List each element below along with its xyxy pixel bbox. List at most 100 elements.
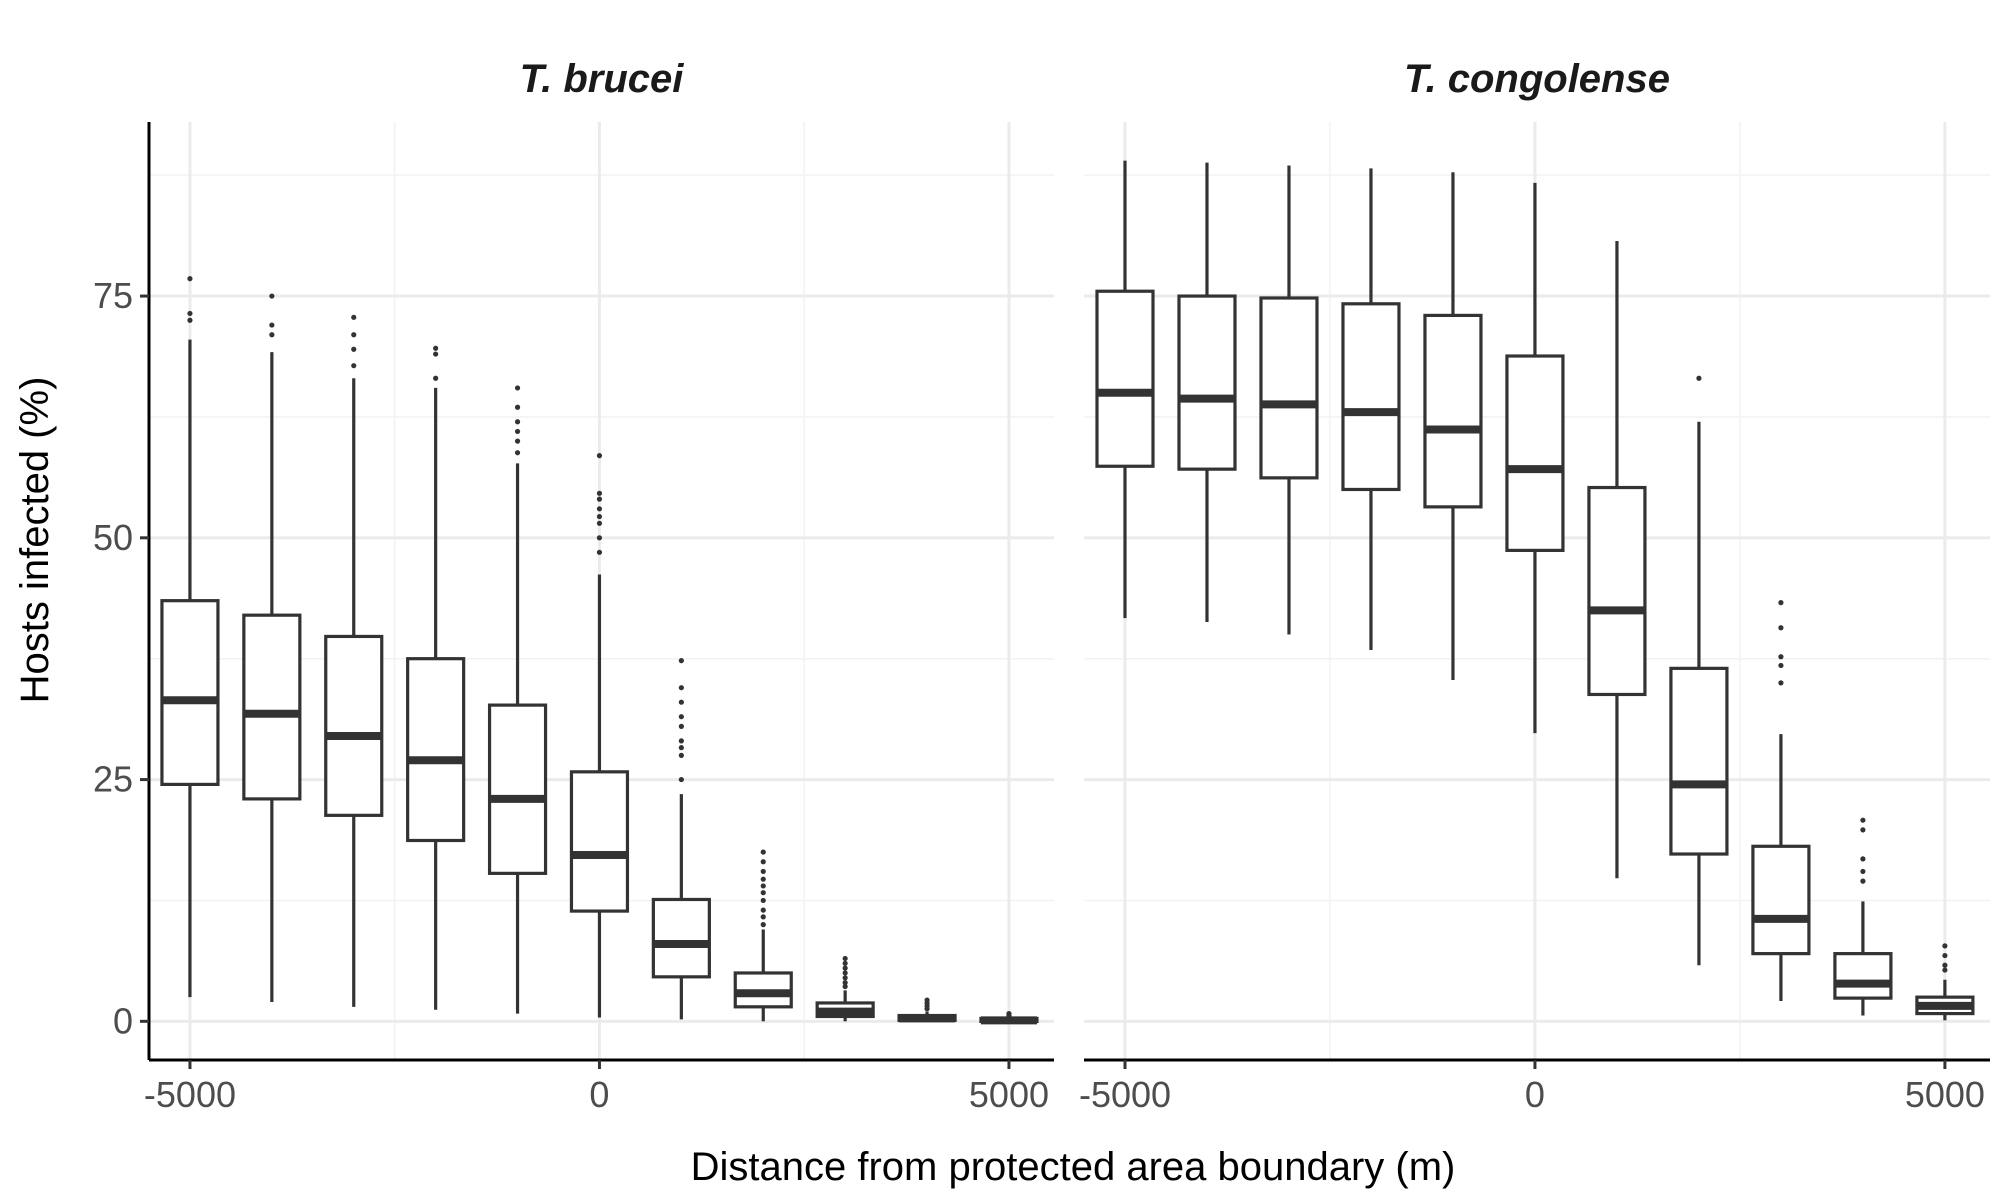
box-1000	[1587, 240, 1647, 879]
outlier-point	[433, 375, 439, 381]
outlier-point	[1778, 680, 1784, 686]
iqr-box	[569, 770, 630, 913]
outlier-point	[1778, 625, 1784, 631]
box--3000	[1259, 165, 1319, 635]
x-axis-title: Distance from protected area boundary (m…	[691, 1145, 1456, 1189]
outlier-point	[1006, 1010, 1012, 1017]
outlier-point	[678, 752, 684, 758]
outlier-point	[269, 293, 275, 299]
outlier-point	[1860, 827, 1866, 833]
panel-title: T. congolense	[1404, 57, 1670, 101]
outlier-point	[842, 965, 848, 971]
outlier-point	[1778, 654, 1784, 660]
outlier-point	[678, 776, 684, 783]
outlier-point	[1696, 375, 1702, 381]
outlier-point	[514, 404, 521, 410]
outlier-point	[1860, 868, 1866, 875]
y-tick-label: 50	[93, 517, 133, 558]
outlier-point	[760, 849, 766, 855]
outlier-point	[351, 346, 357, 352]
iqr-box	[1259, 296, 1319, 480]
outlier-point	[187, 317, 193, 323]
outlier-point	[351, 332, 357, 338]
outlier-point	[1942, 967, 1948, 973]
outlier-point	[514, 438, 521, 444]
iqr-box	[1341, 302, 1401, 492]
box-4000	[897, 997, 957, 1023]
outlier-point	[269, 332, 275, 338]
outlier-point	[1860, 856, 1866, 862]
y-tick-label: 75	[93, 275, 133, 316]
outlier-point	[842, 983, 848, 990]
outlier-point	[596, 453, 603, 459]
outlier-point	[596, 520, 603, 526]
outlier-point	[596, 549, 603, 555]
outlier-point	[351, 363, 357, 369]
outlier-point	[842, 970, 848, 976]
x-tick-label: 5000	[969, 1074, 1049, 1115]
outlier-point	[1942, 962, 1948, 968]
box--2000	[1341, 168, 1401, 650]
outlier-point	[351, 314, 357, 320]
outlier-point	[760, 883, 766, 889]
outlier-point	[596, 496, 603, 502]
x-tick-label: 5000	[1905, 1074, 1985, 1115]
outlier-point	[842, 975, 848, 981]
outlier-point	[1778, 662, 1784, 669]
outlier-point	[760, 922, 766, 928]
outlier-point	[596, 490, 603, 496]
outlier-point	[187, 310, 193, 317]
outlier-point	[514, 385, 521, 391]
outlier-point	[842, 980, 848, 986]
outlier-point	[760, 907, 766, 913]
iqr-box	[160, 599, 220, 787]
iqr-box	[406, 657, 466, 843]
panel-title: T. brucei	[520, 57, 685, 101]
outlier-point	[760, 868, 766, 875]
box--1000	[1423, 172, 1483, 680]
outlier-point	[1942, 952, 1948, 959]
outlier-point	[842, 960, 848, 966]
iqr-box	[1505, 354, 1565, 552]
iqr-box	[1833, 952, 1893, 1000]
panel-2: T. congolense -5000 0 5000	[1079, 57, 1990, 1115]
outlier-point	[514, 428, 521, 435]
outlier-point	[514, 450, 521, 456]
box--4000	[242, 293, 302, 1002]
box--2000	[406, 345, 466, 1010]
box-4000	[1833, 817, 1893, 1016]
panel-1: T. brucei 0 25 50 75 -5000 0 5000	[93, 57, 1054, 1115]
iqr-box	[1177, 294, 1237, 471]
iqr-box	[1669, 666, 1729, 856]
outlier-point	[1860, 817, 1866, 823]
outlier-point	[433, 345, 439, 351]
outlier-point	[596, 513, 603, 520]
panels: T. brucei 0 25 50 75 -5000 0 5000 T. congolense -…	[93, 57, 1990, 1115]
box-5000	[1915, 943, 1975, 1021]
box-3000	[815, 955, 875, 1022]
box--4000	[1177, 162, 1237, 622]
outlier-point	[1942, 943, 1948, 949]
outlier-point	[760, 897, 766, 904]
box--1000	[487, 385, 548, 1014]
box-0	[1505, 182, 1565, 734]
outlier-point	[433, 351, 439, 357]
box--5000	[1095, 160, 1155, 619]
box-0	[569, 453, 630, 1018]
outlier-point	[1778, 600, 1784, 606]
box--3000	[324, 314, 384, 1007]
x-tick-label: -5000	[1079, 1074, 1171, 1115]
iqr-box	[487, 703, 548, 875]
outlier-point	[1860, 878, 1866, 884]
outlier-point	[678, 723, 684, 729]
x-tick-label: 0	[589, 1074, 609, 1115]
iqr-box	[1587, 485, 1647, 697]
outlier-point	[678, 745, 684, 751]
outlier-point	[678, 699, 684, 705]
box-1000	[651, 658, 711, 1020]
outlier-point	[760, 914, 766, 920]
outlier-point	[596, 535, 603, 541]
iqr-box	[1423, 313, 1483, 509]
box-2000	[1669, 375, 1729, 966]
outlier-point	[678, 658, 684, 664]
